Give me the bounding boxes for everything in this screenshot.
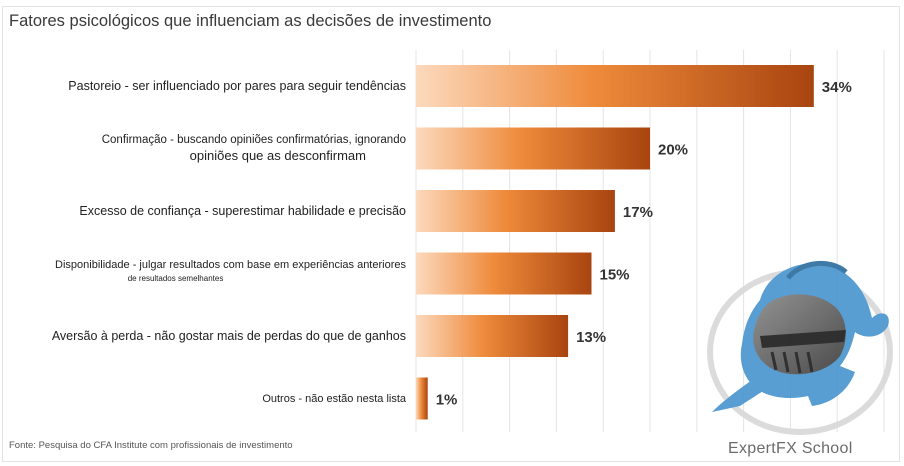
- bar-0: [416, 65, 814, 107]
- value-label-4: 13%: [576, 329, 606, 346]
- category-label-5: Outros - não estão nesta lista: [262, 391, 406, 407]
- category-label-line1: Confirmação - buscando opiniões confirma…: [101, 133, 406, 146]
- category-label-line1: Disponibilidade - julgar resultados com …: [55, 258, 406, 271]
- category-label-1: Confirmação - buscando opiniões confirma…: [102, 132, 406, 164]
- knight-helmet-icon: [707, 260, 893, 435]
- category-label-line1: Pastoreio - ser influenciado por pares p…: [68, 79, 406, 93]
- category-label-line1: Excesso de confiança - superestimar habi…: [79, 204, 406, 218]
- value-label-5: 1%: [436, 392, 458, 409]
- chart-frame: [2, 6, 900, 462]
- category-label-3: Disponibilidade - julgar resultados com …: [55, 257, 406, 285]
- bar-2: [416, 190, 615, 232]
- value-label-2: 17%: [623, 204, 653, 221]
- category-label-line1: Aversão à perda - não gostar mais de per…: [51, 329, 406, 343]
- chart-title: Fatores psicológicos que influenciam as …: [9, 12, 492, 30]
- category-label-4: Aversão à perda - não gostar mais de per…: [52, 328, 406, 344]
- category-label-line2: de resultados semelhantes: [127, 273, 224, 283]
- value-label-0: 34%: [822, 79, 852, 96]
- value-label-1: 20%: [658, 142, 688, 159]
- watermark-brand: ExpertFX School: [728, 440, 853, 457]
- bar-4: [416, 315, 569, 357]
- category-label-line2: opiniões que as desconfirmam: [189, 147, 366, 163]
- bar-3: [416, 252, 592, 295]
- bar-5: [416, 377, 428, 420]
- value-label-3: 15%: [600, 267, 630, 284]
- category-label-line1: Outros - não estão nesta lista: [262, 392, 406, 405]
- bar-1: [416, 127, 650, 170]
- category-label-2: Excesso de confiança - superestimar habi…: [79, 203, 406, 219]
- source-note: Fonte: Pesquisa do CFA Institute com pro…: [9, 440, 293, 451]
- category-label-0: Pastoreio - ser influenciado por pares p…: [68, 78, 406, 94]
